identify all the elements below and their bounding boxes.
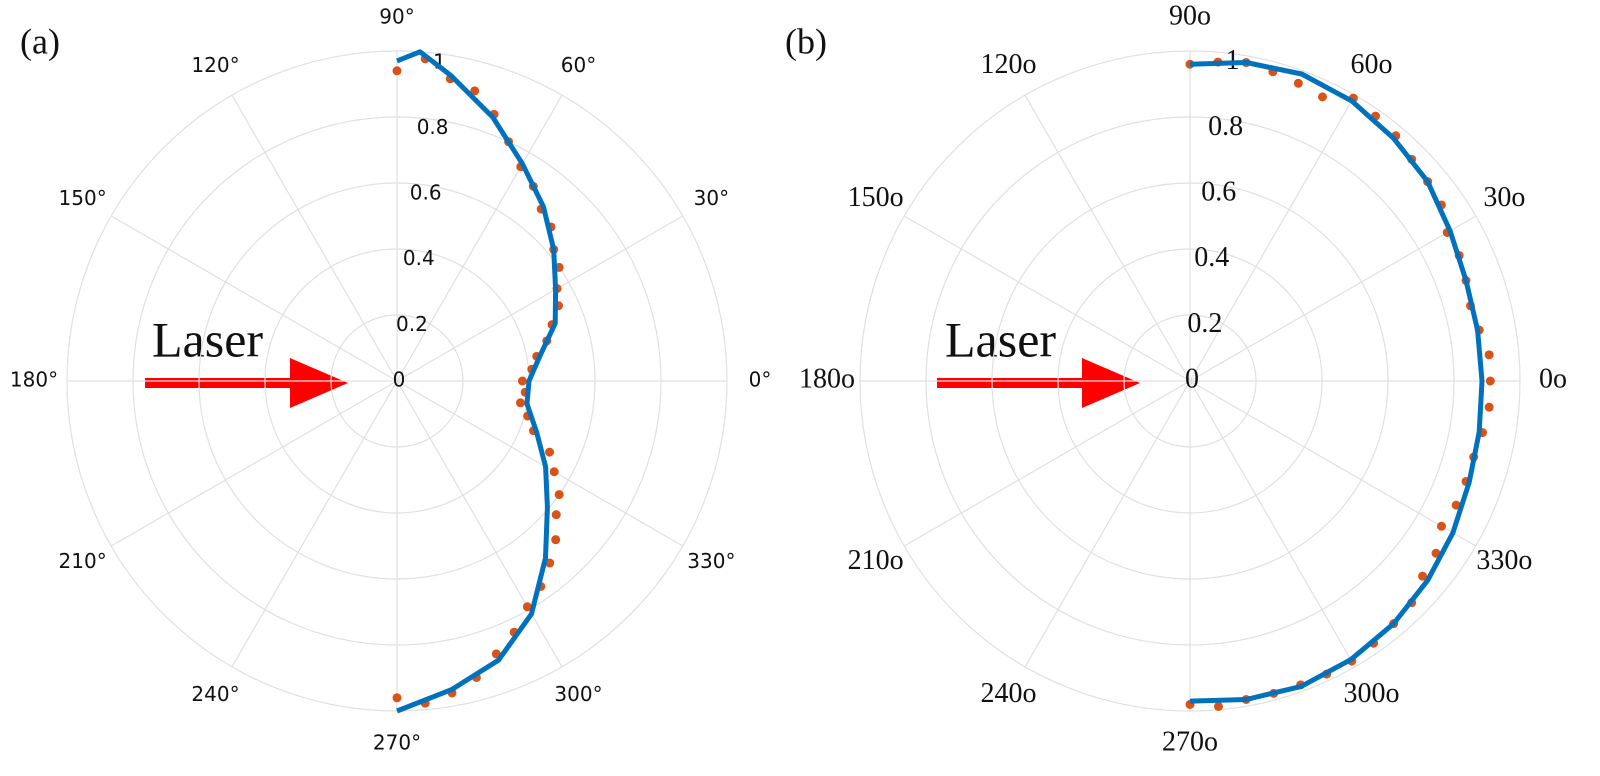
data-point: [1436, 521, 1446, 531]
grid-spoke: [396, 215, 684, 382]
theta-tick-label: 120°: [191, 53, 239, 77]
laser-arrow: [145, 358, 348, 408]
grid-spoke: [396, 94, 563, 382]
r-tick-label: 0.8: [1208, 111, 1243, 142]
data-point: [522, 602, 532, 612]
theta-tick-label: 150°: [59, 186, 107, 210]
r-tick-label: 0.4: [403, 246, 435, 270]
data-point: [545, 447, 555, 457]
data-point: [1484, 350, 1494, 360]
theta-tick-label: 0o: [1539, 363, 1567, 394]
theta-tick-label: 90°: [379, 5, 414, 29]
grid-spoke: [231, 94, 398, 382]
data-point: [551, 510, 561, 520]
theta-tick-label: 60o: [1351, 49, 1393, 80]
grid: [859, 50, 1521, 712]
r-tick-label: 0: [1185, 363, 1199, 394]
theta-tick-label: 0°: [749, 368, 772, 392]
theta-tick-label: 270o: [1162, 726, 1218, 757]
grid-spoke: [396, 380, 563, 668]
data-point: [515, 398, 525, 408]
data-point: [392, 66, 402, 76]
theta-tick-label: 60°: [561, 53, 596, 77]
theta-tick-label: 240o: [981, 678, 1037, 709]
laser-label: Laser: [152, 311, 263, 367]
theta-tick-label: 30o: [1483, 182, 1525, 213]
panel-a: (a) Laser 0° 30° 60° 90° 120° 150° 180° 210° 240…: [10, 5, 771, 755]
r-tick-label: 0.2: [1187, 308, 1222, 339]
grid-spoke: [1024, 380, 1191, 668]
theta-tick-label: 330°: [687, 549, 735, 573]
theta-tick-label: 240°: [191, 682, 239, 706]
theta-tick-label: 210o: [848, 545, 904, 576]
theta-tick-label: 330o: [1476, 545, 1532, 576]
data-point: [1418, 571, 1428, 581]
r-tick-label: 0.4: [1194, 242, 1229, 273]
theta-tick-label: 180°: [10, 368, 58, 392]
grid-spoke: [1189, 94, 1356, 382]
data-point: [1485, 376, 1495, 386]
grid-spoke: [1189, 215, 1477, 382]
r-tick-label: 0.2: [396, 312, 428, 336]
theta-tick-label: 300°: [554, 682, 602, 706]
data-point: [517, 376, 527, 386]
data-point: [1484, 402, 1494, 412]
r-tick-label: 0.6: [410, 181, 442, 205]
fit-line: [1189, 60, 1485, 704]
r-tick-label: 0: [393, 368, 406, 392]
fit-line: [396, 49, 559, 714]
theta-tick-label: 120o: [981, 49, 1037, 80]
theta-tick-label: 90o: [1169, 0, 1211, 31]
laser-label: Laser: [945, 311, 1056, 367]
r-tick-label: 0.8: [417, 115, 449, 139]
grid-spoke: [231, 380, 398, 668]
theta-tick-label: 30°: [694, 186, 729, 210]
data-point: [545, 558, 555, 568]
r-tick-label: 0.6: [1201, 177, 1236, 208]
data-point: [392, 693, 402, 703]
grid-spoke: [903, 215, 1191, 382]
theta-tick-label: 180o: [799, 363, 855, 394]
grid: [66, 50, 728, 712]
data-point: [1317, 92, 1327, 102]
data-point: [470, 86, 480, 96]
panel-b: (b) Laser 0o 30o 60o 90o 120o 150o 180o 210o 240…: [785, 0, 1567, 757]
data-point: [554, 490, 564, 500]
panel-label: (a): [20, 21, 60, 61]
grid-spoke: [110, 380, 398, 547]
panel-label: (b): [785, 21, 827, 61]
theta-tick-label: 300o: [1344, 678, 1400, 709]
grid-spoke: [1189, 380, 1477, 547]
data-point: [1213, 701, 1223, 711]
grid-spoke: [903, 380, 1191, 547]
theta-tick-label: 210°: [59, 549, 107, 573]
theta-tick-label: 150o: [848, 182, 904, 213]
grid-spoke: [1024, 94, 1191, 382]
data-point: [549, 467, 559, 477]
theta-tick-label: 270°: [373, 731, 421, 755]
data-point: [551, 535, 561, 545]
laser-arrow: [937, 358, 1140, 408]
grid-spoke: [1189, 380, 1356, 668]
data-point: [1293, 78, 1303, 88]
data-point: [1451, 500, 1461, 510]
grid-spoke: [396, 380, 684, 547]
grid-spoke: [110, 215, 398, 382]
